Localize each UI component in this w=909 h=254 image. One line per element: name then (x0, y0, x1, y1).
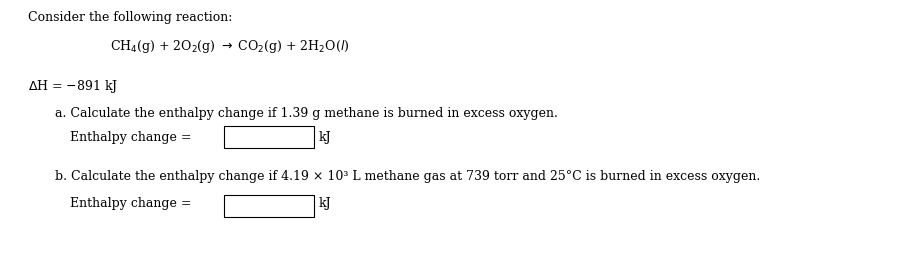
Text: b. Calculate the enthalpy change if 4.19 × 10³ L methane gas at 739 torr and 25°: b. Calculate the enthalpy change if 4.19… (55, 170, 760, 183)
Text: Enthalpy change =: Enthalpy change = (70, 131, 192, 144)
Text: a. Calculate the enthalpy change if 1.39 g methane is burned in excess oxygen.: a. Calculate the enthalpy change if 1.39… (55, 107, 558, 120)
Text: CH$_4$(g) + 2O$_2$(g) $\rightarrow$ CO$_2$(g) + 2H$_2$O($\mathit{l}$): CH$_4$(g) + 2O$_2$(g) $\rightarrow$ CO$_… (110, 38, 349, 55)
Text: $\Delta$H = $-$891 kJ: $\Delta$H = $-$891 kJ (28, 78, 118, 95)
Text: kJ: kJ (319, 197, 332, 210)
Text: Consider the following reaction:: Consider the following reaction: (28, 11, 233, 24)
Text: kJ: kJ (319, 131, 332, 144)
Text: Enthalpy change =: Enthalpy change = (70, 197, 192, 210)
